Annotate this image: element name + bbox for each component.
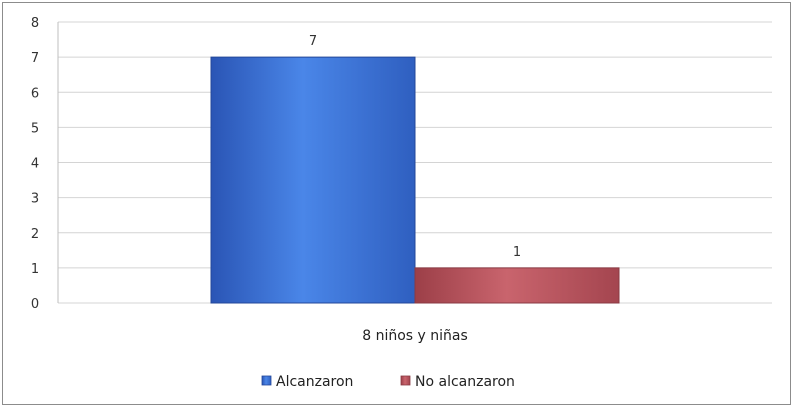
x-axis-labels: 8 niños y niñas bbox=[362, 328, 468, 344]
x-category-label: 8 niños y niñas bbox=[362, 328, 468, 344]
legend-label: Alcanzaron bbox=[276, 374, 353, 390]
y-tick-label: 0 bbox=[31, 297, 39, 312]
legend: Alcanzaron No alcanzaron bbox=[261, 374, 515, 390]
y-tick-label: 5 bbox=[31, 121, 39, 136]
y-tick-label: 1 bbox=[31, 262, 39, 277]
bars bbox=[210, 56, 620, 304]
y-tick-label: 4 bbox=[31, 157, 39, 172]
y-tick-label: 7 bbox=[31, 51, 39, 66]
bar-alcanzaron bbox=[210, 56, 416, 304]
data-labels: 71 bbox=[309, 34, 521, 260]
data-label: 1 bbox=[513, 245, 521, 260]
legend-label: No alcanzaron bbox=[415, 374, 515, 390]
data-label: 7 bbox=[309, 34, 317, 49]
y-tick-label: 2 bbox=[31, 227, 39, 242]
legend-swatch bbox=[261, 375, 272, 386]
y-tick-label: 6 bbox=[31, 86, 39, 101]
legend-swatch bbox=[400, 375, 411, 386]
y-tick-label: 3 bbox=[31, 192, 39, 207]
y-tick-label: 8 bbox=[31, 16, 39, 31]
y-axis: 0 1 2 3 4 5 6 7 8 bbox=[31, 16, 59, 312]
bar-no-alcanzaron bbox=[414, 267, 620, 304]
